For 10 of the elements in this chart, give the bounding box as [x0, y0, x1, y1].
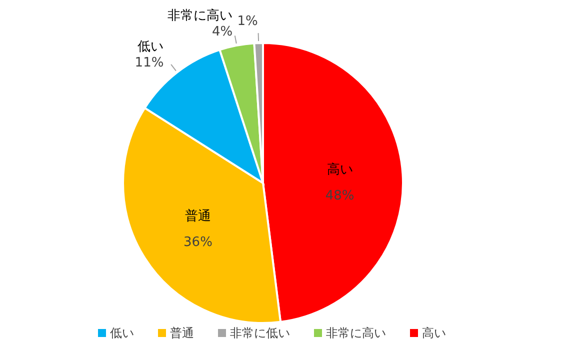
legend-label: 高い [422, 326, 446, 340]
data-label: 普通 36% [184, 208, 212, 250]
data-label: 低い 11% [134, 39, 164, 70]
legend-label: 普通 [170, 326, 194, 340]
data-label: 高い 48% [325, 162, 354, 204]
legend-label: 非常に高い [326, 326, 386, 340]
data-label: 1% [237, 14, 258, 30]
legend-label: 低い [110, 326, 134, 340]
data-label: 非常に高い 4% [168, 7, 233, 40]
legend-label: 非常に低い [230, 326, 290, 340]
